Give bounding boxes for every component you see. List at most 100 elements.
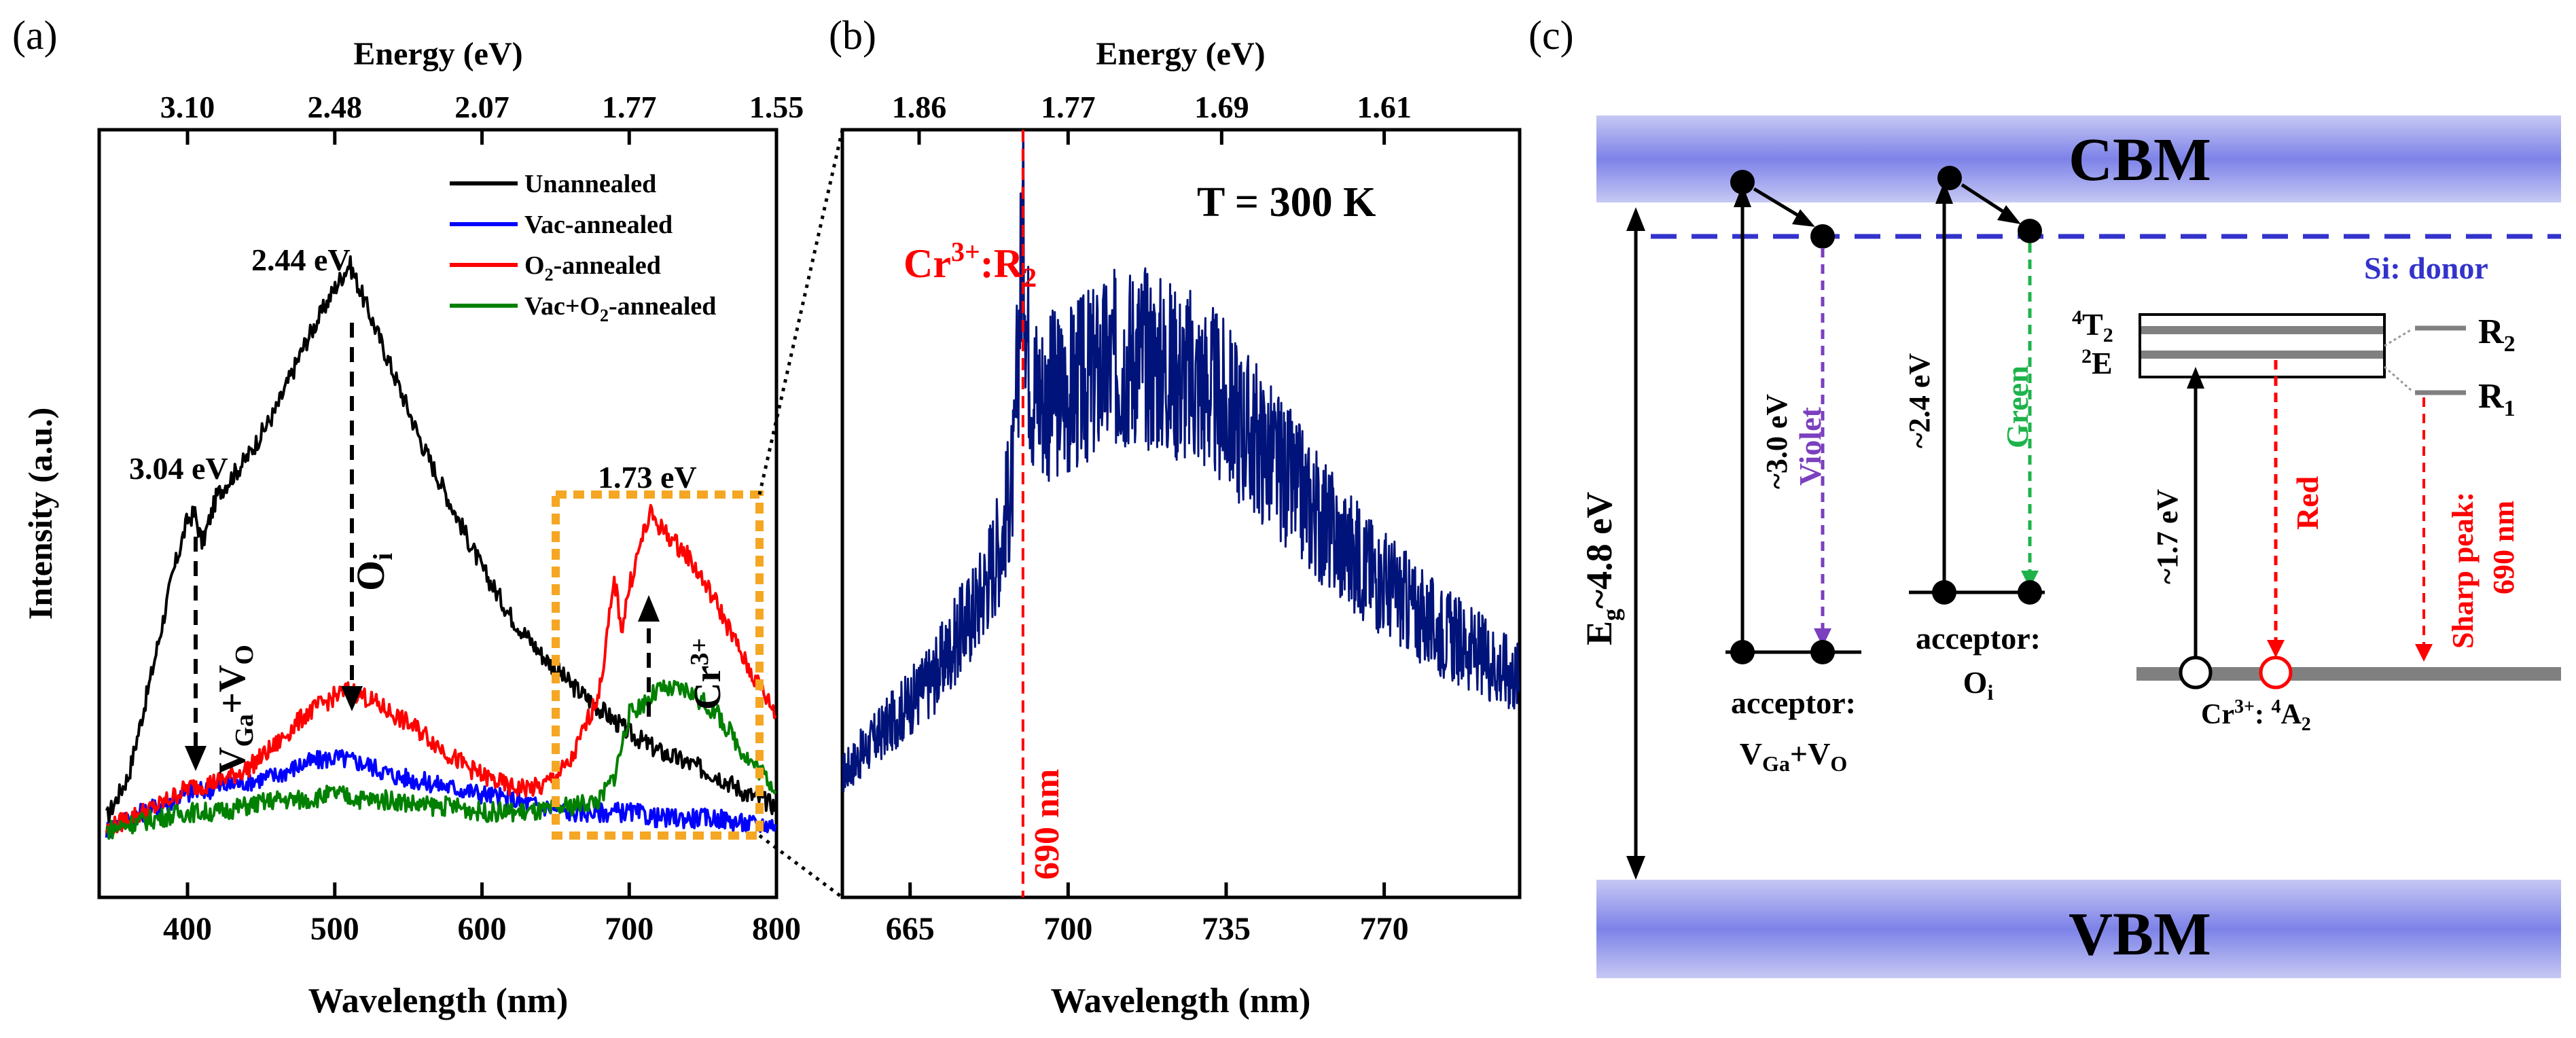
- cr-2e-level: [2141, 351, 2383, 359]
- panel-b-series: [842, 130, 1520, 793]
- eg-label: Eg~4.8 eV: [1579, 492, 1625, 645]
- cr-ground-level: [2136, 667, 2561, 681]
- panel-a-x-tick-label-2: 600: [458, 911, 507, 947]
- r1-connector: [2384, 365, 2412, 392]
- sharp-emission-arrowhead: [2415, 644, 2433, 662]
- panel-b-cr-r2-label: Cr3+:R2: [904, 236, 1037, 293]
- panel-b-top-tick-label-2: 1.69: [1194, 90, 1249, 124]
- acceptor1-label: acceptor:: [1731, 685, 1856, 720]
- annotation-cr3: Cr3+: [685, 638, 729, 710]
- cr-4t2-level: [2141, 326, 2383, 334]
- vbm-label: VBM: [2069, 901, 2211, 968]
- violet-relax-arrowhead: [1792, 209, 1815, 227]
- donor-label: Si: donor: [2364, 251, 2488, 285]
- panel-b-energy-axis-label: Energy (eV): [1096, 36, 1265, 72]
- panel-a-series: [105, 255, 776, 840]
- panel-b-x-tick-label-0: 665: [886, 911, 935, 947]
- violet-electron-high: [1730, 170, 1755, 194]
- panel-b-series-pl-spectrum: [842, 130, 1520, 793]
- eg-arrowhead-top: [1626, 207, 1645, 231]
- cbm-label: CBM: [2069, 126, 2211, 194]
- cr-hole-red: [2259, 656, 2293, 690]
- annotation-1-73-ev: 1.73 eV: [598, 460, 697, 495]
- green-relax-arrowhead: [1997, 205, 2021, 224]
- panel-b-x-tick-label-2: 735: [1202, 911, 1251, 947]
- zoom-connector-bottom: [758, 834, 844, 899]
- panel-b-plot-frame: [840, 128, 1522, 899]
- cr-2e-label: 2E: [2081, 345, 2113, 380]
- red-label: Red: [2290, 476, 2325, 530]
- red-emission-arrowhead: [2267, 640, 2285, 658]
- panel-b-x-tick-label-1: 700: [1043, 911, 1092, 947]
- green-electron-donor: [2018, 219, 2042, 243]
- cr-excited-levels-box: [2139, 313, 2386, 378]
- panel-a-plot-frame: [97, 128, 779, 899]
- sharp-peak-label: Sharp peak:: [2446, 492, 2480, 649]
- acceptor2-formula: Oi: [1963, 665, 1994, 704]
- panel-b-top-ticks: 1.86 1.77 1.69 1.61: [892, 90, 1412, 145]
- panel-b-x-tick-label-3: 770: [1360, 911, 1409, 947]
- cr-ground-label: Cr3+: 4A2: [2201, 696, 2311, 735]
- violet-electron-donor: [1810, 224, 1835, 249]
- r2-label: R2: [2478, 312, 2516, 357]
- panel-b-690nm-label: 690 nm: [1028, 769, 1067, 880]
- acceptor1-formula: VGa+VO: [1740, 736, 1847, 776]
- cbm-band: [1596, 115, 2561, 202]
- arrowhead-cr3: [638, 595, 660, 622]
- arrowhead-vga-vo: [185, 746, 207, 771]
- violet-electron-acceptor-left: [1730, 640, 1755, 664]
- panel-a-top-tick-label-0: 3.10: [160, 90, 215, 124]
- panel-b-temperature-label: T = 300 K: [1197, 179, 1376, 226]
- violet-label: Violet: [1793, 407, 1827, 486]
- sharp-peak-nm-label: 690 nm: [2487, 501, 2520, 594]
- green-excitation-arrowhead: [1935, 181, 1953, 204]
- panel-b-top-tick-label-1: 1.77: [1041, 90, 1096, 124]
- green-emission-arrowhead: [2021, 571, 2039, 588]
- legend-label-o2: O2-annealed: [524, 251, 661, 285]
- green-electron-acceptor-right: [2018, 580, 2042, 605]
- zoom-connector-top: [757, 129, 844, 495]
- eg-arrowhead-bottom: [1626, 856, 1645, 880]
- r1-label: R1: [2478, 377, 2516, 421]
- green-label: Green: [2000, 365, 2035, 448]
- panel-a-series-unannealed: [105, 255, 776, 823]
- annotation-2-44-ev: 2.44 eV: [251, 243, 351, 277]
- arrowhead-oi: [341, 686, 363, 711]
- green-electron-high: [1937, 166, 1962, 190]
- cr-energy-label: ~1.7 eV: [2151, 489, 2184, 584]
- panel-a-x-axis-label: Wavelength (nm): [308, 982, 569, 1020]
- panel-a-label: (a): [12, 13, 58, 58]
- acceptor2-label: acceptor:: [1916, 621, 2041, 656]
- panel-b-label: (b): [829, 13, 876, 58]
- legend-label-vaco2: Vac+O2-annealed: [524, 292, 716, 325]
- cr-excitation-arrowhead: [2187, 367, 2204, 389]
- panel-b-top-tick-label-3: 1.61: [1357, 90, 1412, 124]
- cr-hole-black: [2179, 656, 2213, 690]
- panel-c-label: (c): [1528, 13, 1574, 58]
- panel-b-bottom-ticks: 665 700 735 770: [886, 882, 1409, 947]
- r2-connector: [2384, 328, 2412, 347]
- violet-emission-arrowhead: [1814, 628, 1831, 647]
- legend-label-unannealed: Unannealed: [524, 170, 656, 198]
- panel-a-legend: Unannealed Vac-annealed O2-annealed Vac+…: [450, 170, 716, 325]
- panel-a-x-tick-label-0: 400: [163, 911, 212, 947]
- panel-a-bottom-ticks: 400 500 600 700 800: [163, 882, 801, 947]
- violet-excitation-arrowhead: [1734, 185, 1751, 207]
- green-electron-acceptor-left: [1932, 580, 1956, 605]
- panel-a-top-tick-label-2: 2.07: [454, 90, 509, 124]
- panel-a-series-o2-annealed: [105, 503, 776, 838]
- violet-electron-acceptor-right: [1810, 640, 1835, 664]
- panel-a-x-tick-label-3: 700: [605, 911, 654, 947]
- violet-energy-label: ~3.0 eV: [1760, 394, 1793, 489]
- annotation-3-04-ev: 3.04 eV: [129, 451, 228, 486]
- panel-b-top-tick-label-0: 1.86: [892, 90, 947, 124]
- green-energy-label: ~2.4 eV: [1903, 353, 1936, 448]
- panel-a-top-tick-label-3: 1.77: [602, 90, 657, 124]
- panel-a-x-tick-label-1: 500: [310, 911, 359, 947]
- annotation-vga-vo: VGa+VO: [211, 645, 259, 774]
- panel-a-x-tick-label-4: 800: [752, 911, 801, 947]
- panel-b-x-axis-label: Wavelength (nm): [1051, 982, 1311, 1020]
- zoom-box-orange: [552, 490, 764, 840]
- legend-label-vac: Vac-annealed: [524, 211, 673, 239]
